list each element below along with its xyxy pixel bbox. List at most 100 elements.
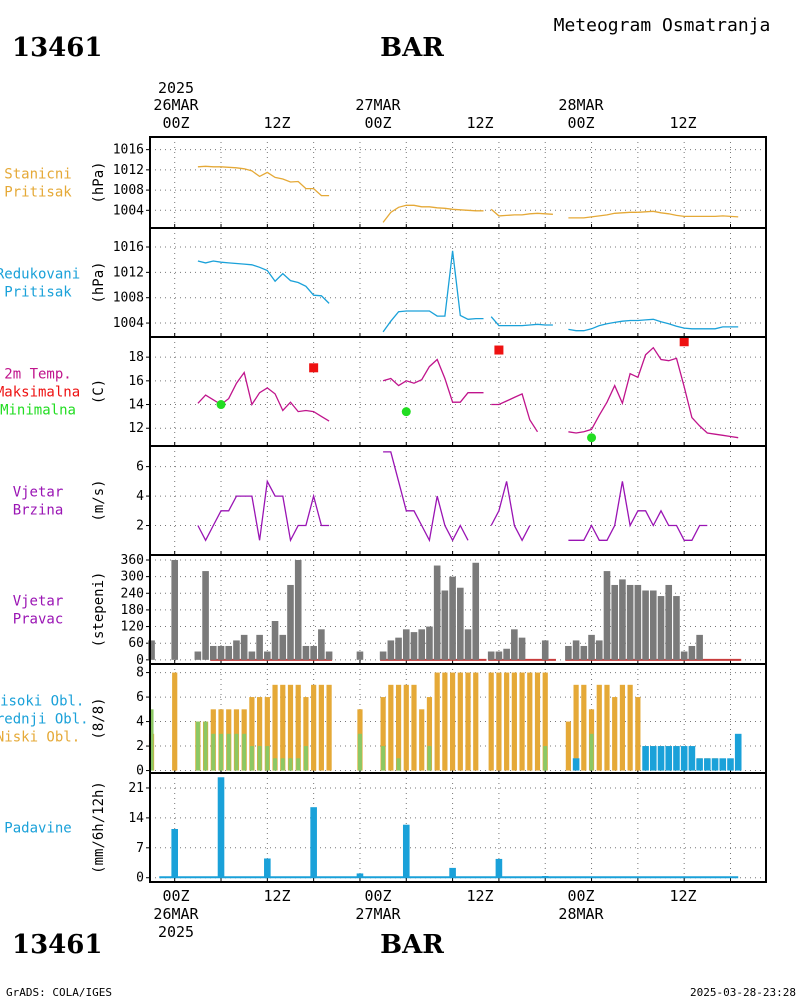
wind-direction-bar — [611, 584, 619, 660]
wind-direction-bar — [294, 559, 302, 660]
date-top-26mar: 26MAR — [153, 96, 199, 114]
low-cloud-bar — [573, 684, 579, 771]
wind-direction-bar — [673, 596, 680, 660]
wind-direction-bar — [657, 596, 665, 660]
y-tick-label: 360 — [121, 553, 144, 568]
mid-cloud-bar — [265, 746, 270, 771]
panel-label: Vjetar — [13, 594, 64, 610]
panel-label: Brzina — [13, 503, 64, 519]
low-cloud-bar — [295, 684, 301, 771]
mid-cloud-bar — [381, 746, 386, 771]
panel-label: Pritisak — [4, 185, 72, 201]
date-top-28mar: 28MAR — [558, 96, 604, 114]
precip-bar — [310, 807, 317, 878]
y-tick-label: 120 — [121, 620, 144, 635]
wind_speed-line — [568, 481, 708, 541]
low-cloud-bar — [411, 684, 417, 771]
y-tick-label: 4 — [136, 715, 144, 730]
wind-direction-bar — [487, 651, 495, 660]
wind-direction-bar — [665, 584, 673, 660]
wind-direction-bar — [194, 651, 202, 660]
wind-direction-bar — [433, 565, 441, 660]
y-tick-label: 1016 — [113, 143, 144, 158]
wind-direction-bar — [696, 634, 703, 660]
tmax-marker — [494, 345, 504, 355]
tmin-marker — [216, 400, 226, 410]
y-tick-label: 1012 — [113, 265, 144, 280]
red_pressure-line — [568, 318, 739, 332]
hour-bottom-12z-2: 12Z — [466, 887, 493, 905]
wind-direction-bar — [541, 640, 549, 660]
wind-direction-bar — [240, 634, 248, 660]
station-id-top: 13461 — [12, 33, 102, 63]
hour-top-00z-3: 00Z — [567, 114, 594, 132]
mid-cloud-bar — [543, 746, 548, 771]
low-cloud-bar — [380, 697, 386, 771]
panel-label: Pravac — [13, 612, 64, 628]
high-cloud-bar — [649, 746, 657, 771]
hour-top-00z-1: 00Z — [162, 114, 189, 132]
mid-cloud-bar — [242, 733, 247, 771]
wind-direction-bar — [449, 576, 456, 660]
y-axis-label: (C) — [91, 379, 107, 404]
wind-direction-bar — [634, 584, 642, 660]
tmax-marker — [679, 337, 689, 347]
tmin-marker — [401, 407, 411, 417]
date-top-27mar: 27MAR — [355, 96, 401, 114]
panel-label: Vjetar — [13, 485, 64, 501]
high-cloud-bar — [688, 746, 696, 771]
low-cloud-bar — [619, 684, 626, 771]
wind-direction-bar — [649, 590, 657, 660]
low-cloud-bar — [264, 697, 270, 771]
low-cloud-bar — [627, 684, 633, 771]
y-tick-label: 300 — [121, 570, 144, 585]
wind-direction-bar — [688, 645, 696, 660]
high-cloud-bar — [727, 758, 734, 771]
high-cloud-bar — [680, 746, 688, 771]
low-cloud-bar — [388, 684, 394, 771]
wind-direction-bar — [503, 648, 510, 660]
mid-cloud-bar — [273, 758, 278, 771]
y-tick-label: 240 — [121, 586, 144, 601]
panel-frame — [149, 336, 767, 447]
panel-stn_pressure: 1004 1008 1012 1016 (hPa) Stanicni Pritisak — [4, 136, 767, 229]
station-id-bottom: 13461 — [12, 930, 102, 960]
precip-bar — [356, 873, 364, 878]
year-top: 2025 — [158, 79, 194, 97]
wind-direction-bar — [171, 559, 179, 660]
low-cloud-bar — [504, 672, 510, 771]
hour-top-12z-2: 12Z — [466, 114, 493, 132]
wind-direction-bar — [426, 626, 433, 660]
precip-bar — [171, 828, 179, 878]
wind_speed-line — [197, 479, 330, 543]
panel-frame — [149, 227, 767, 338]
wind-direction-bar — [209, 645, 217, 660]
mid-cloud-bar — [195, 721, 200, 771]
wind-direction-bar — [680, 651, 688, 660]
meteogram-title: Meteogram Osmatranja — [554, 15, 771, 36]
wind-direction-bar — [441, 590, 449, 660]
low-cloud-bar — [542, 672, 548, 771]
high-cloud-bar — [704, 758, 711, 771]
y-tick-label: 1016 — [113, 240, 144, 255]
wind-direction-bar — [310, 645, 317, 660]
low-cloud-bar — [442, 672, 448, 771]
panel-label: Minimalna — [0, 403, 76, 419]
red_pressure-line — [490, 316, 553, 327]
low-cloud-bar — [395, 684, 402, 771]
y-tick-label: 8 — [136, 666, 144, 681]
low-cloud-bar — [635, 697, 641, 771]
low-cloud-bar — [318, 684, 324, 771]
hour-top-12z-1: 12Z — [263, 114, 290, 132]
y-axis-label: (8/8) — [91, 697, 107, 739]
wind-direction-bar — [233, 640, 240, 660]
low-cloud-bar — [172, 672, 178, 771]
y-tick-label: 16 — [128, 374, 144, 389]
wind-direction-bar — [464, 629, 472, 660]
y-tick-label: 0 — [136, 871, 144, 886]
low-cloud-bar — [457, 672, 463, 771]
low-cloud-bar — [488, 672, 494, 771]
wind-direction-bar — [148, 640, 155, 660]
y-tick-label: 1008 — [113, 183, 144, 198]
temperature-line — [197, 370, 330, 422]
